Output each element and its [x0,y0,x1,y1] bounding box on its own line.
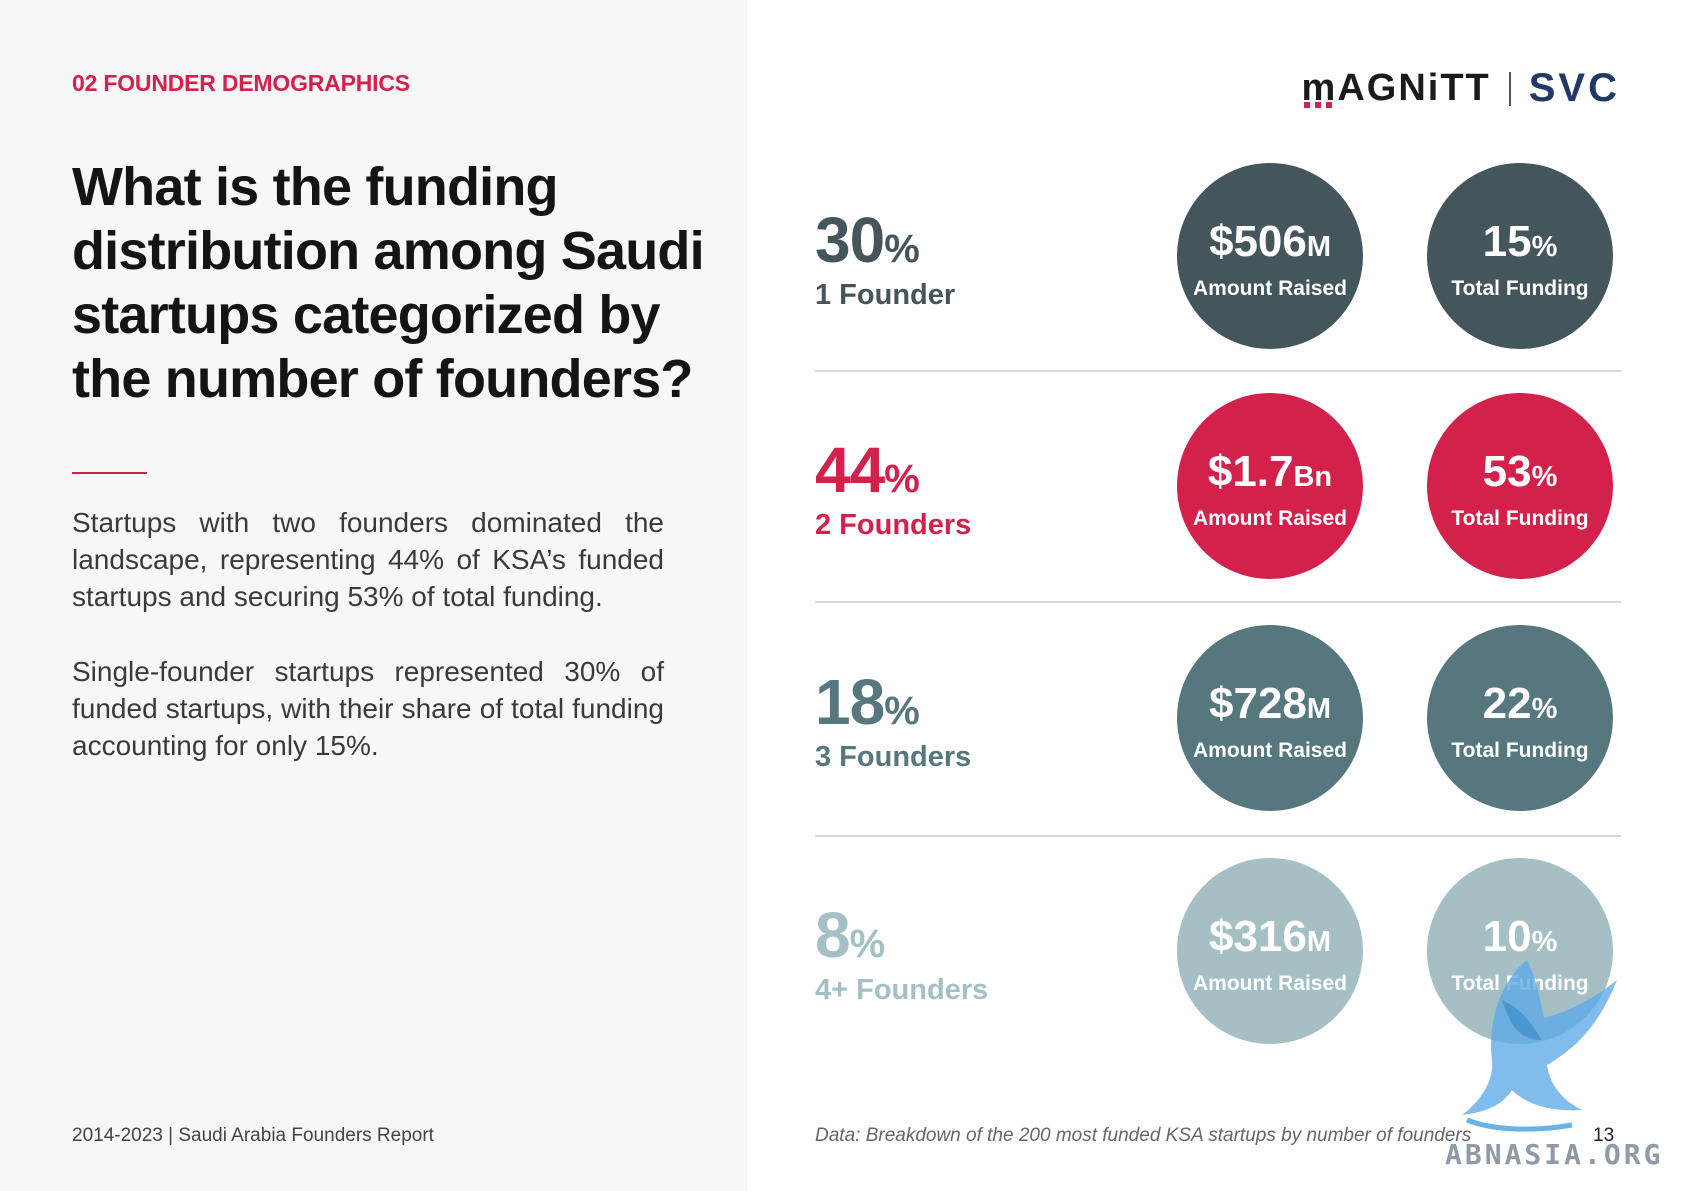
amount-raised-caption: Amount Raised [1192,738,1347,762]
svc-logo: SVC [1528,66,1620,110]
founder-row-2: 44% 2 Founders $1.7Bn Amount Raised 53% … [815,393,1621,623]
founder-count-label: 2 Founders [815,509,972,541]
page-number: 13 [1593,1125,1615,1146]
founder-row-1: 30% 1 Founder $506M Amount Raised 15% To… [815,163,1621,393]
watermark-text: ABNASIA.ORG [1445,1138,1664,1171]
founder-count-label: 4+ Founders [815,974,989,1006]
amount-raised-circle: $728M Amount Raised [1177,625,1363,811]
report-footer: 2014-2023 | Saudi Arabia Founders Report [72,1125,434,1146]
magnitt-logo-dots [1303,102,1332,108]
startup-share: 44% [815,434,920,506]
total-funding-caption: Total Funding [1451,738,1589,762]
founder-row-3: 18% 3 Founders $728M Amount Raised 22% T… [815,625,1621,855]
amount-raised-circle: $506M Amount Raised [1177,163,1363,349]
startup-share: 30% [815,204,920,276]
left-panel: 02 FOUNDER DEMOGRAPHICS What is the fund… [0,0,747,1191]
total-funding-caption: Total Funding [1451,276,1589,300]
section-label: 02 FOUNDER DEMOGRAPHICS [72,70,410,96]
total-funding-circle: 15% Total Funding [1427,163,1613,349]
founder-count-label: 1 Founder [815,279,956,311]
total-funding-caption: Total Funding [1451,506,1589,530]
startup-share: 18% [815,666,920,738]
total-funding-circle: 22% Total Funding [1427,625,1613,811]
amount-raised-caption: Amount Raised [1192,506,1347,530]
body-paragraph-1: Startups with two founders dominated the… [72,507,664,612]
row-divider [815,601,1621,603]
source-note: Data: Breakdown of the 200 most funded K… [815,1125,1472,1146]
amount-raised-circle: $316M Amount Raised [1177,858,1363,1044]
row-divider [815,835,1621,837]
body-paragraph-2: Single-founder startups represented 30% … [72,656,664,761]
watermark-bird-icon [1462,960,1617,1132]
logo-divider [1508,71,1511,106]
amount-raised-caption: Amount Raised [1192,971,1347,995]
amount-raised-circle: $1.7Bn Amount Raised [1177,393,1363,579]
accent-rule [72,472,147,474]
row-divider [815,370,1621,372]
founder-count-label: 3 Founders [815,741,972,773]
total-funding-circle: 53% Total Funding [1427,393,1613,579]
amount-raised-caption: Amount Raised [1192,276,1347,300]
magnitt-logo: mAGNiTT [1302,67,1491,110]
magnitt-logo-text: mAGNiTT [1301,67,1491,109]
startup-share: 8% [815,899,885,971]
headline: What is the funding distribution among S… [72,157,705,409]
logo-group: mAGNiTT SVC [1302,66,1620,111]
